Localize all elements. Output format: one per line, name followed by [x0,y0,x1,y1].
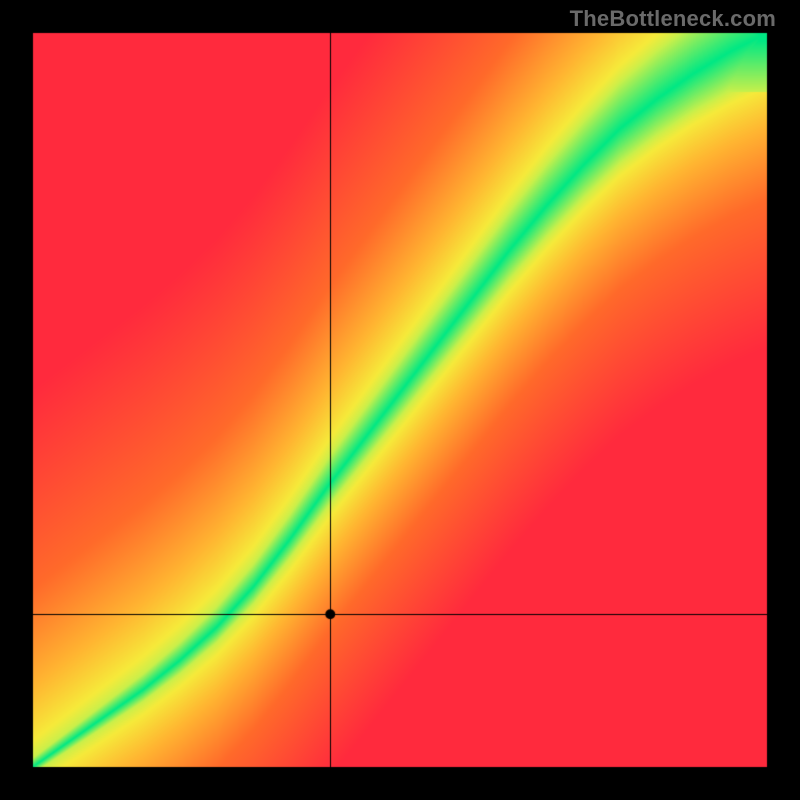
chart-container: TheBottleneck.com [0,0,800,800]
bottleneck-heatmap [0,0,800,800]
watermark-text: TheBottleneck.com [570,6,776,32]
